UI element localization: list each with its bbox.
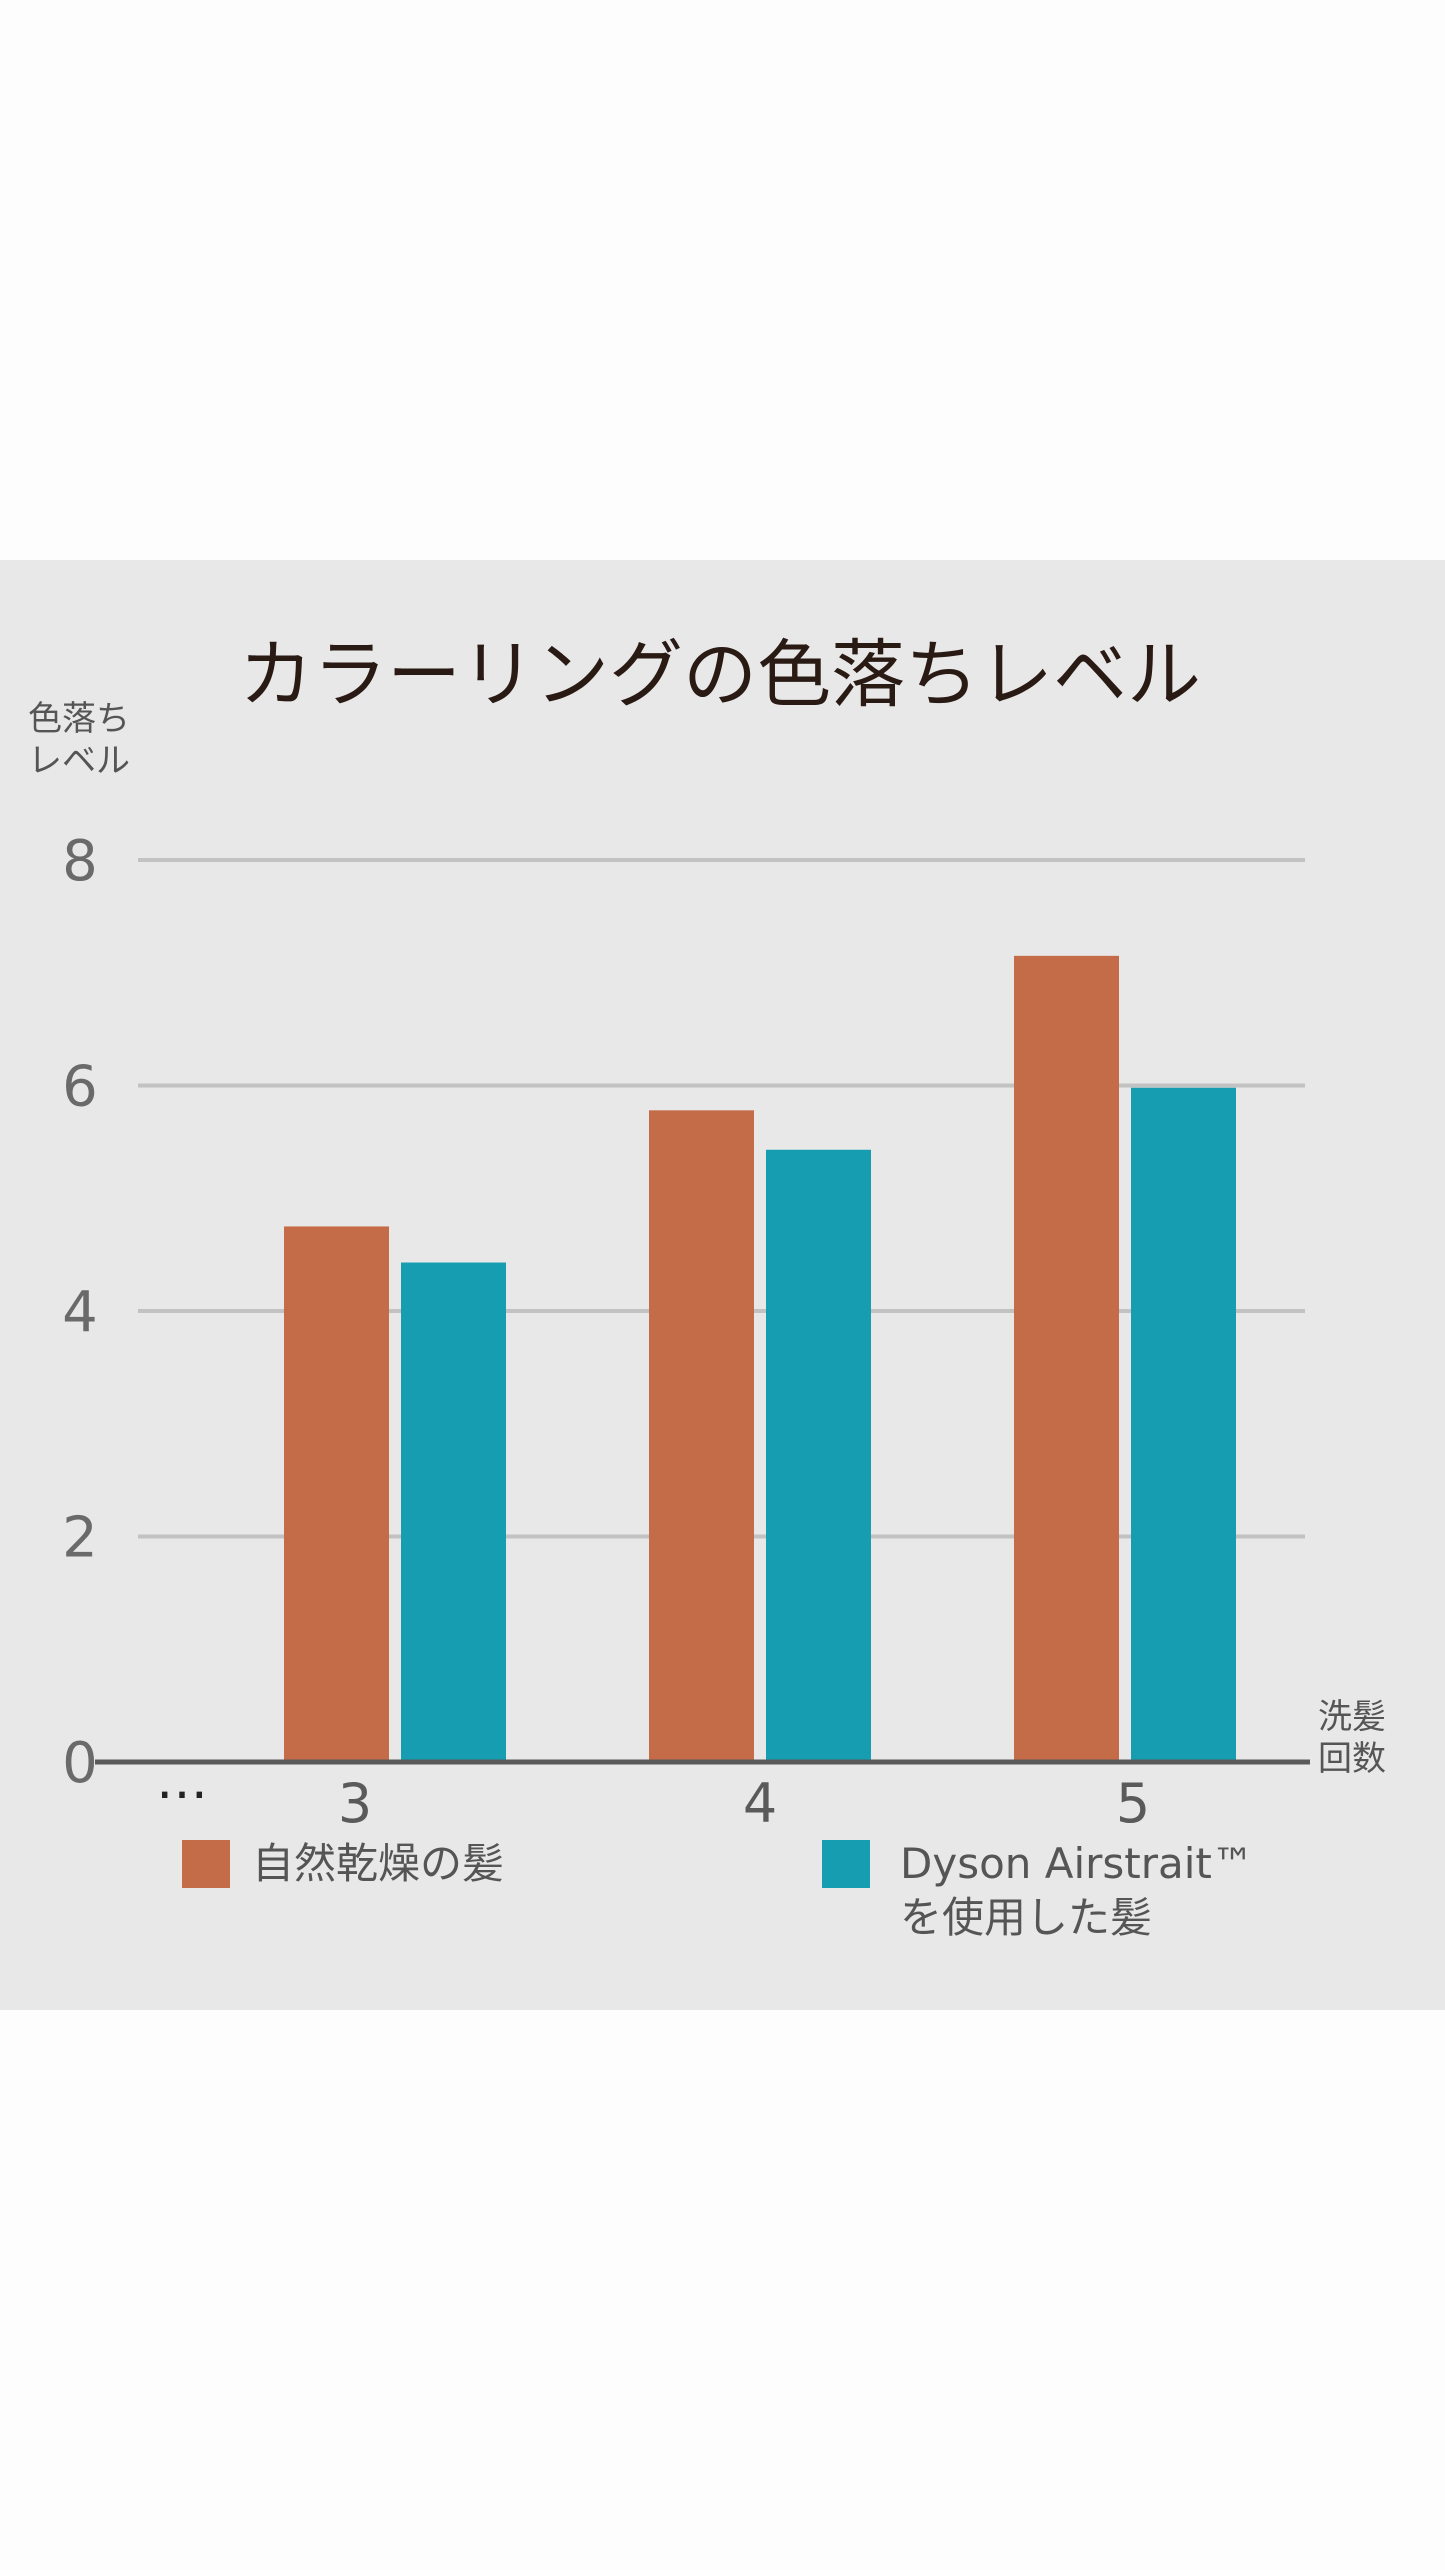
legend-label-dyson-line-1: Dyson Airstrait™ (900, 1839, 1254, 1888)
x-tick-label-3: 3 (338, 1772, 372, 1835)
x-tick-label-5: 5 (1116, 1772, 1150, 1835)
bar-dyson-airstrait-3 (401, 1262, 506, 1762)
y-tick-label-6: 6 (62, 1055, 98, 1120)
x-axis-label-line-1: 洗髪 (1318, 1697, 1386, 1737)
x-axis-ellipsis: … (156, 1751, 208, 1811)
legend-swatch-natural-dry (182, 1840, 230, 1888)
bar-dyson-airstrait-4 (766, 1149, 871, 1762)
legend-label-dyson-line-2: を使用した髪 (900, 1893, 1152, 1942)
y-tick-label-2: 2 (62, 1506, 98, 1571)
bar-dyson-airstrait-5 (1131, 1087, 1236, 1762)
x-axis-label-line-2: 回数 (1318, 1739, 1386, 1779)
y-tick-label-8: 8 (62, 829, 98, 894)
y-tick-label-4: 4 (62, 1280, 98, 1345)
x-tick-label-4: 4 (743, 1772, 777, 1835)
legend-label-natural-dry: 自然乾燥の髪 (252, 1839, 504, 1888)
legend-swatch-dyson-airstrait (822, 1840, 870, 1888)
y-tick-label-0: 0 (62, 1731, 98, 1796)
bar-natural-dry-4 (649, 1110, 754, 1762)
y-axis-label-line-2: レベル (28, 741, 130, 781)
bar-natural-dry-5 (1014, 955, 1119, 1762)
bar-natural-dry-3 (284, 1226, 389, 1762)
chart-title: カラーリングの色落ちレベル (239, 632, 1201, 718)
y-axis-label-line-1: 色落ち (28, 699, 130, 739)
